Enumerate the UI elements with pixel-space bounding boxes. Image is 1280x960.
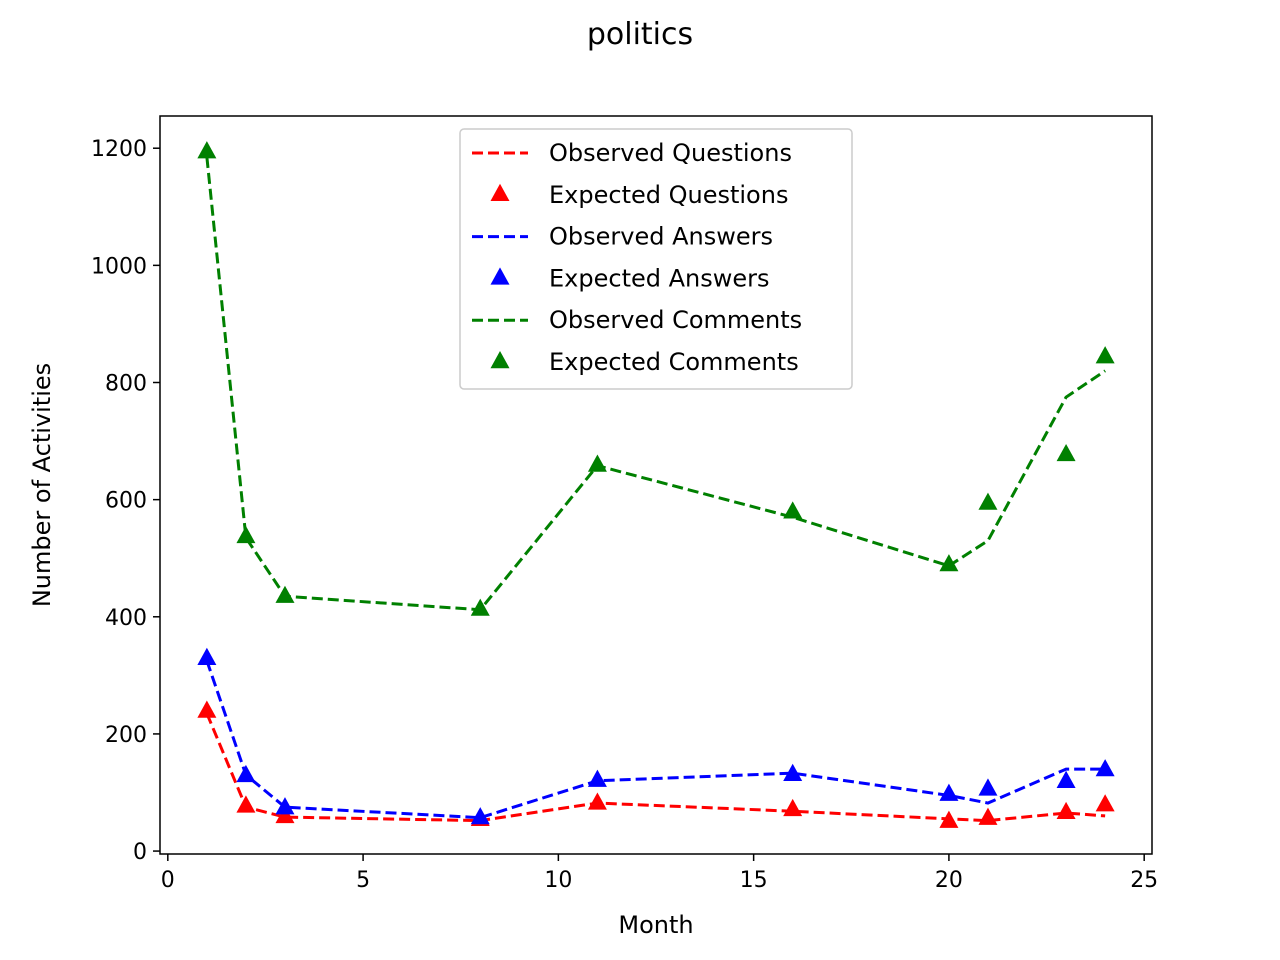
expected-answers-point [1095,759,1115,777]
y-tick-label: 1200 [91,137,147,162]
expected-questions-legend-swatch [490,183,510,201]
expected-comments-point [236,525,256,544]
x-tick-label: 25 [1130,868,1158,893]
expected-answers-point [783,763,803,781]
legend-label-observed-questions: Observed Questions [549,139,792,167]
expected-questions-point [1095,794,1115,812]
expected-comments-legend-swatch [490,351,510,369]
expected-questions-point [275,805,295,824]
observed-answers-line [205,660,1106,820]
expected-comments-point [587,454,607,472]
expected-comments-point [470,598,490,616]
x-tick-label: 10 [544,868,572,893]
expected-comments-point [939,554,959,572]
expected-questions-point [939,810,959,828]
expected-answers-point [236,764,256,783]
expected-questions-point [197,700,217,718]
y-tick-label: 800 [105,372,147,397]
y-tick-label: 200 [105,723,147,748]
legend: Observed Questions Expected Questions Obse… [459,128,853,390]
expected-answers-point [939,783,959,801]
y-tick-label: 1000 [91,254,147,279]
expected-answers-legend-swatch [490,267,510,285]
expected-comments-point [275,585,295,603]
chart-title: politics [587,17,693,52]
expected-questions-point [783,798,803,817]
expected-comments-point [197,141,217,159]
plot-area [197,141,1115,828]
expected-comments-point [783,501,803,519]
y-tick-label: 400 [105,606,147,631]
legend-label-observed-answers: Observed Answers [549,223,773,251]
expected-answers-point [275,797,295,815]
expected-questions-point [1056,801,1076,820]
expected-answers-point [587,769,607,787]
expected-comments-point [978,492,998,510]
x-axis: 0 5 10 15 20 25 [161,854,1158,893]
expected-questions-point [236,795,256,813]
x-tick-label: 15 [740,868,768,893]
y-tick-label: 600 [105,489,147,514]
y-tick-label: 0 [133,840,147,865]
legend-box [459,128,853,390]
observed-comments-line [205,156,1106,612]
observed-questions-line [205,712,1106,823]
expected-answers-point [470,807,490,825]
expected-questions-point [978,807,998,825]
x-tick-label: 0 [161,868,175,893]
legend-label-expected-questions: Expected Questions [549,181,788,209]
x-tick-label: 20 [935,868,963,893]
axes-frame [159,115,1153,855]
legend-label-expected-comments: Expected Comments [549,348,799,376]
expected-comments-point [1056,443,1076,462]
y-axis: 0 200 400 600 800 1000 1200 [91,137,160,865]
expected-answers-point [978,778,998,796]
expected-answers-point [197,647,217,665]
x-axis-label: Month [618,911,693,939]
legend-label-observed-comments: Observed Comments [549,306,802,334]
legend-label-expected-answers: Expected Answers [549,264,770,292]
x-tick-label: 5 [356,868,370,893]
expected-questions-point [587,792,607,810]
expected-comments-point [1095,346,1115,364]
y-axis-label: Number of Activities [28,363,56,607]
expected-answers-point [1056,770,1076,788]
